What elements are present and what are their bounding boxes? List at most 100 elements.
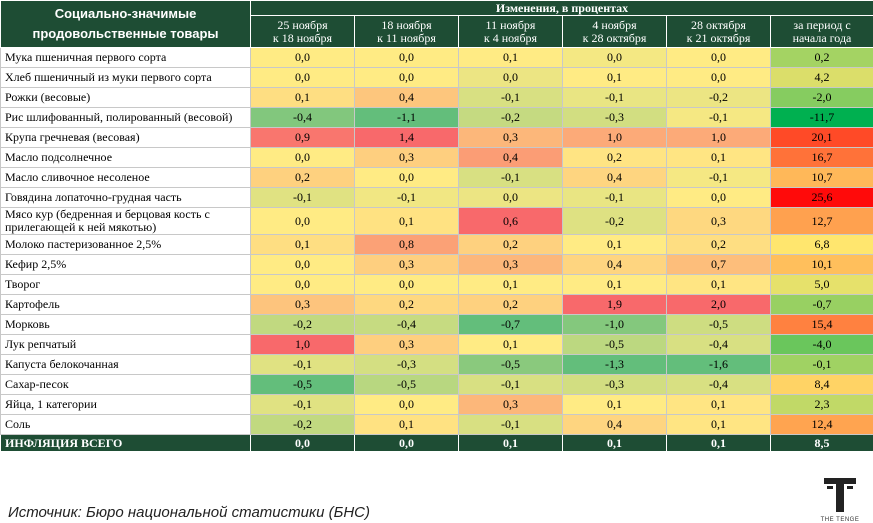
value-cell: 0,9 bbox=[251, 128, 355, 148]
value-cell: 10,1 bbox=[771, 255, 873, 275]
value-cell: 0,7 bbox=[667, 255, 771, 275]
value-cell: -0,1 bbox=[251, 188, 355, 208]
column-header-line: 25 ноября bbox=[255, 19, 350, 32]
total-cell: 8,5 bbox=[771, 435, 873, 452]
value-cell: 25,6 bbox=[771, 188, 873, 208]
value-cell: 0,3 bbox=[667, 208, 771, 235]
value-cell: 0,0 bbox=[355, 395, 459, 415]
value-cell: 15,4 bbox=[771, 315, 873, 335]
product-name: Кефир 2,5% bbox=[1, 255, 251, 275]
value-cell: 0,1 bbox=[563, 275, 667, 295]
value-cell: -0,5 bbox=[355, 375, 459, 395]
value-cell: 0,3 bbox=[459, 128, 563, 148]
value-cell: -1,6 bbox=[667, 355, 771, 375]
value-cell: 0,1 bbox=[667, 415, 771, 435]
value-cell: 0,1 bbox=[355, 415, 459, 435]
value-cell: -0,1 bbox=[563, 88, 667, 108]
product-name: Лук репчатый bbox=[1, 335, 251, 355]
value-cell: 0,1 bbox=[459, 335, 563, 355]
value-cell: 0,0 bbox=[251, 48, 355, 68]
column-header-line: 28 октября bbox=[671, 19, 766, 32]
inflation-table: Социально-значимые продовольственные тов… bbox=[0, 0, 873, 452]
value-cell: 0,0 bbox=[563, 48, 667, 68]
value-cell: 0,2 bbox=[771, 48, 873, 68]
value-cell: 8,4 bbox=[771, 375, 873, 395]
value-cell: 0,2 bbox=[459, 295, 563, 315]
logo-text: THE TENGE bbox=[815, 517, 865, 523]
value-cell: 1,0 bbox=[251, 335, 355, 355]
source: Источник: Бюро национальной статистики (… bbox=[8, 504, 370, 521]
value-cell: 0,1 bbox=[563, 395, 667, 415]
value-cell: -0,4 bbox=[251, 108, 355, 128]
value-cell: -0,5 bbox=[459, 355, 563, 375]
logo: THE TENGE bbox=[815, 476, 865, 523]
value-cell: 0,1 bbox=[667, 275, 771, 295]
total-cell: 0,1 bbox=[563, 435, 667, 452]
value-cell: -0,1 bbox=[667, 108, 771, 128]
value-cell: 0,0 bbox=[459, 68, 563, 88]
column-header-line: 18 ноября bbox=[359, 19, 454, 32]
value-cell: -0,1 bbox=[459, 88, 563, 108]
value-cell: 0,0 bbox=[251, 208, 355, 235]
value-cell: -0,4 bbox=[355, 315, 459, 335]
value-cell: 10,7 bbox=[771, 168, 873, 188]
value-cell: -0,2 bbox=[251, 315, 355, 335]
value-cell: -0,1 bbox=[459, 375, 563, 395]
value-cell: 0,0 bbox=[667, 188, 771, 208]
value-cell: 0,0 bbox=[251, 148, 355, 168]
product-name: Рожки (весовые) bbox=[1, 88, 251, 108]
value-cell: 0,4 bbox=[563, 415, 667, 435]
value-cell: -1,3 bbox=[563, 355, 667, 375]
value-cell: 1,0 bbox=[667, 128, 771, 148]
total-cell: 0,0 bbox=[355, 435, 459, 452]
value-cell: -0,5 bbox=[563, 335, 667, 355]
value-cell: 0,0 bbox=[251, 68, 355, 88]
value-cell: 0,2 bbox=[251, 168, 355, 188]
value-cell: 0,8 bbox=[355, 235, 459, 255]
value-cell: -0,1 bbox=[355, 188, 459, 208]
value-cell: 0,2 bbox=[459, 235, 563, 255]
value-cell: 0,0 bbox=[355, 275, 459, 295]
value-cell: 0,1 bbox=[667, 148, 771, 168]
value-cell: 0,1 bbox=[251, 88, 355, 108]
value-cell: 2,0 bbox=[667, 295, 771, 315]
value-cell: -1,1 bbox=[355, 108, 459, 128]
value-cell: 12,7 bbox=[771, 208, 873, 235]
product-name: Сахар-песок bbox=[1, 375, 251, 395]
column-header-line: начала года bbox=[775, 32, 869, 45]
value-cell: 0,0 bbox=[459, 188, 563, 208]
value-cell: 0,0 bbox=[251, 255, 355, 275]
table-row: Капуста белокочанная-0,1-0,3-0,5-1,3-1,6… bbox=[1, 355, 873, 375]
value-cell: -0,2 bbox=[667, 88, 771, 108]
value-cell: 0,0 bbox=[355, 168, 459, 188]
product-name: Хлеб пшеничный из муки первого сорта bbox=[1, 68, 251, 88]
value-cell: 20,1 bbox=[771, 128, 873, 148]
value-cell: 0,4 bbox=[459, 148, 563, 168]
value-cell: 0,3 bbox=[355, 255, 459, 275]
value-cell: 0,3 bbox=[355, 148, 459, 168]
value-cell: 0,1 bbox=[251, 235, 355, 255]
value-cell: 0,4 bbox=[563, 168, 667, 188]
column-header-line: к 18 ноября bbox=[255, 32, 350, 45]
column-header-line: за период с bbox=[775, 19, 869, 32]
total-cell: 0,1 bbox=[667, 435, 771, 452]
value-cell: 0,0 bbox=[667, 48, 771, 68]
value-cell: -0,1 bbox=[459, 415, 563, 435]
value-cell: -0,1 bbox=[251, 355, 355, 375]
value-cell: 0,1 bbox=[459, 48, 563, 68]
